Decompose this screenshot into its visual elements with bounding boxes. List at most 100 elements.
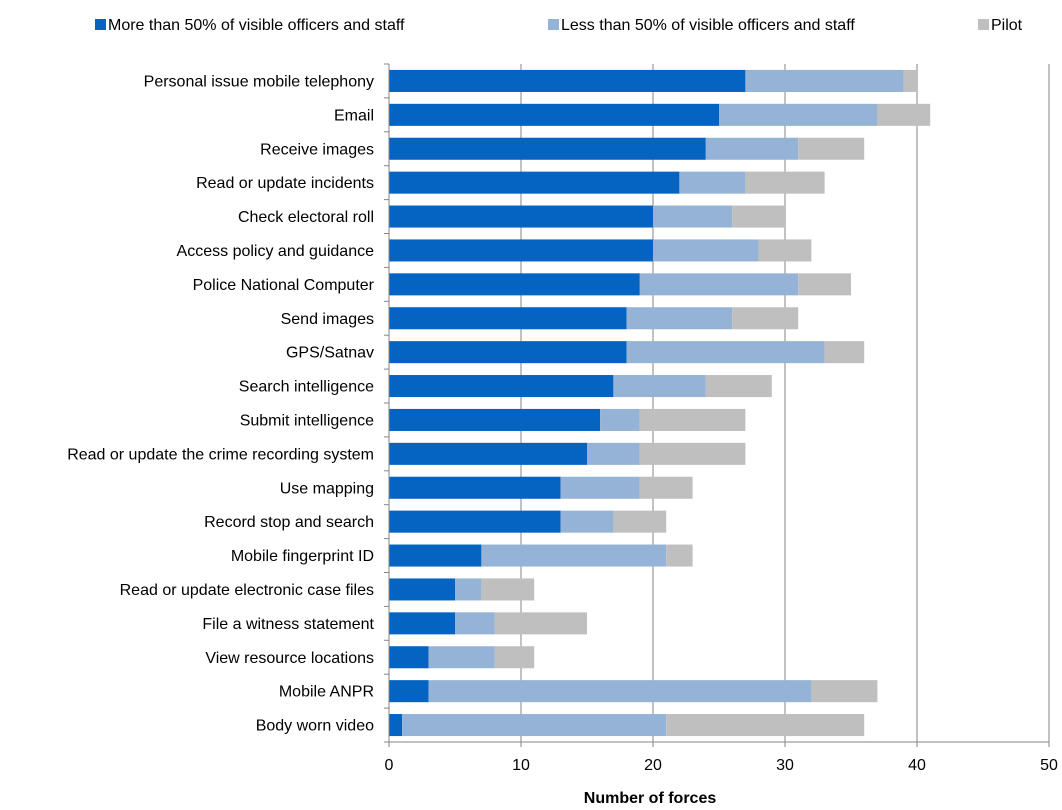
bar-segment xyxy=(877,103,931,126)
bar-segment xyxy=(481,578,535,601)
category-label: Check electoral roll xyxy=(238,209,374,226)
bar-segment xyxy=(481,544,667,567)
bar-segment xyxy=(745,171,825,194)
bar-segment xyxy=(455,612,495,635)
bar-segment xyxy=(389,273,640,296)
x-tick-label: 40 xyxy=(908,757,926,774)
bar-segment xyxy=(389,510,561,533)
category-label: Receive images xyxy=(260,141,374,158)
bar-segment xyxy=(389,476,561,499)
bar-segment xyxy=(903,69,917,92)
legend-swatch xyxy=(95,19,106,30)
bar-segment xyxy=(600,408,640,431)
category-label: View resource locations xyxy=(205,650,374,667)
category-label: Read or update the crime recording syste… xyxy=(67,446,374,463)
category-label: Record stop and search xyxy=(204,514,374,531)
bar-segment xyxy=(389,612,455,635)
x-tick-labels: 0 10 20 30 40 50 xyxy=(385,757,1058,774)
category-label: Send images xyxy=(281,311,374,328)
category-label: Read or update electronic case files xyxy=(120,582,374,599)
legend-swatch xyxy=(978,19,989,30)
bar-segment xyxy=(389,578,455,601)
bar-segment xyxy=(389,442,587,465)
bar-segment xyxy=(811,680,878,703)
category-label: Police National Computer xyxy=(193,277,375,294)
category-label: File a witness statement xyxy=(202,616,374,633)
bar-segment xyxy=(455,578,482,601)
category-label: Submit intelligence xyxy=(240,412,374,429)
category-label: Mobile fingerprint ID xyxy=(231,548,374,565)
bar-segment xyxy=(639,442,746,465)
bar-segment xyxy=(639,273,799,296)
bar-segment xyxy=(389,680,429,703)
bar-segment xyxy=(389,69,746,92)
bar-segment xyxy=(666,544,693,567)
bar-segment xyxy=(389,544,482,567)
bar-segment xyxy=(732,307,799,330)
bar-segment xyxy=(705,137,799,160)
gridlines xyxy=(520,64,1050,742)
bar-segment xyxy=(494,646,535,669)
bar-segment xyxy=(613,375,706,398)
bar-segment xyxy=(639,476,693,499)
category-label: GPS/Satnav xyxy=(286,345,374,362)
bar-segment xyxy=(560,476,640,499)
category-label: Use mapping xyxy=(280,480,374,497)
bar-segment xyxy=(389,714,403,737)
bar-segment xyxy=(389,341,627,364)
bar-segment xyxy=(389,307,627,330)
legend-label: Less than 50% of visible officers and st… xyxy=(561,17,855,34)
legend-item: Pilot xyxy=(978,17,1023,34)
bar-segment xyxy=(389,103,719,126)
legend-label: Pilot xyxy=(991,17,1023,34)
legend-label: More than 50% of visible officers and st… xyxy=(108,17,405,34)
x-tick-label: 50 xyxy=(1040,757,1058,774)
category-label: Body worn video xyxy=(256,718,374,735)
category-label: Search intelligence xyxy=(239,379,374,396)
legend-item: Less than 50% of visible officers and st… xyxy=(548,17,855,34)
x-tick-label: 20 xyxy=(644,757,662,774)
x-axis-title: Number of forces xyxy=(584,790,717,807)
bar-segment xyxy=(798,137,865,160)
category-label: Personal issue mobile telephony xyxy=(144,73,374,90)
category-label: Read or update incidents xyxy=(196,175,374,192)
bar-segment xyxy=(389,375,614,398)
bar-segment xyxy=(402,714,667,737)
axes xyxy=(384,63,1050,747)
bar-segment xyxy=(389,205,653,228)
bar-segment xyxy=(626,307,733,330)
bar-segment xyxy=(389,408,601,431)
x-tick-label: 0 xyxy=(385,757,394,774)
bar-segment xyxy=(679,171,746,194)
bar-segment xyxy=(653,239,759,262)
x-tick-label: 10 xyxy=(512,757,530,774)
category-label: Email xyxy=(334,107,374,124)
bar-segment xyxy=(732,205,785,228)
bar-segment xyxy=(494,612,587,635)
category-labels: Personal issue mobile telephony Email Rece… xyxy=(67,73,374,734)
x-tick-label: 30 xyxy=(776,757,794,774)
category-label: Mobile ANPR xyxy=(279,684,374,701)
bar-segment xyxy=(758,239,812,262)
bar-segment xyxy=(613,510,667,533)
bar-segment xyxy=(626,341,825,364)
bar-segment xyxy=(389,137,706,160)
bar-segment xyxy=(389,171,680,194)
bar-segment xyxy=(705,375,772,398)
bar-segment xyxy=(428,646,495,669)
category-label: Access policy and guidance xyxy=(177,243,375,260)
bar-segment xyxy=(428,680,812,703)
bar-segment xyxy=(745,69,904,92)
legend-item: More than 50% of visible officers and st… xyxy=(95,17,405,34)
chart-legend: More than 50% of visible officers and st… xyxy=(95,17,1023,34)
bar-segment xyxy=(639,408,746,431)
bar-segment xyxy=(824,341,865,364)
bar-segment xyxy=(666,714,865,737)
bar-segment xyxy=(389,239,653,262)
bars xyxy=(389,69,931,737)
bar-segment xyxy=(719,103,878,126)
bar-segment xyxy=(653,205,733,228)
bar-segment xyxy=(389,646,429,669)
bar-segment xyxy=(560,510,614,533)
